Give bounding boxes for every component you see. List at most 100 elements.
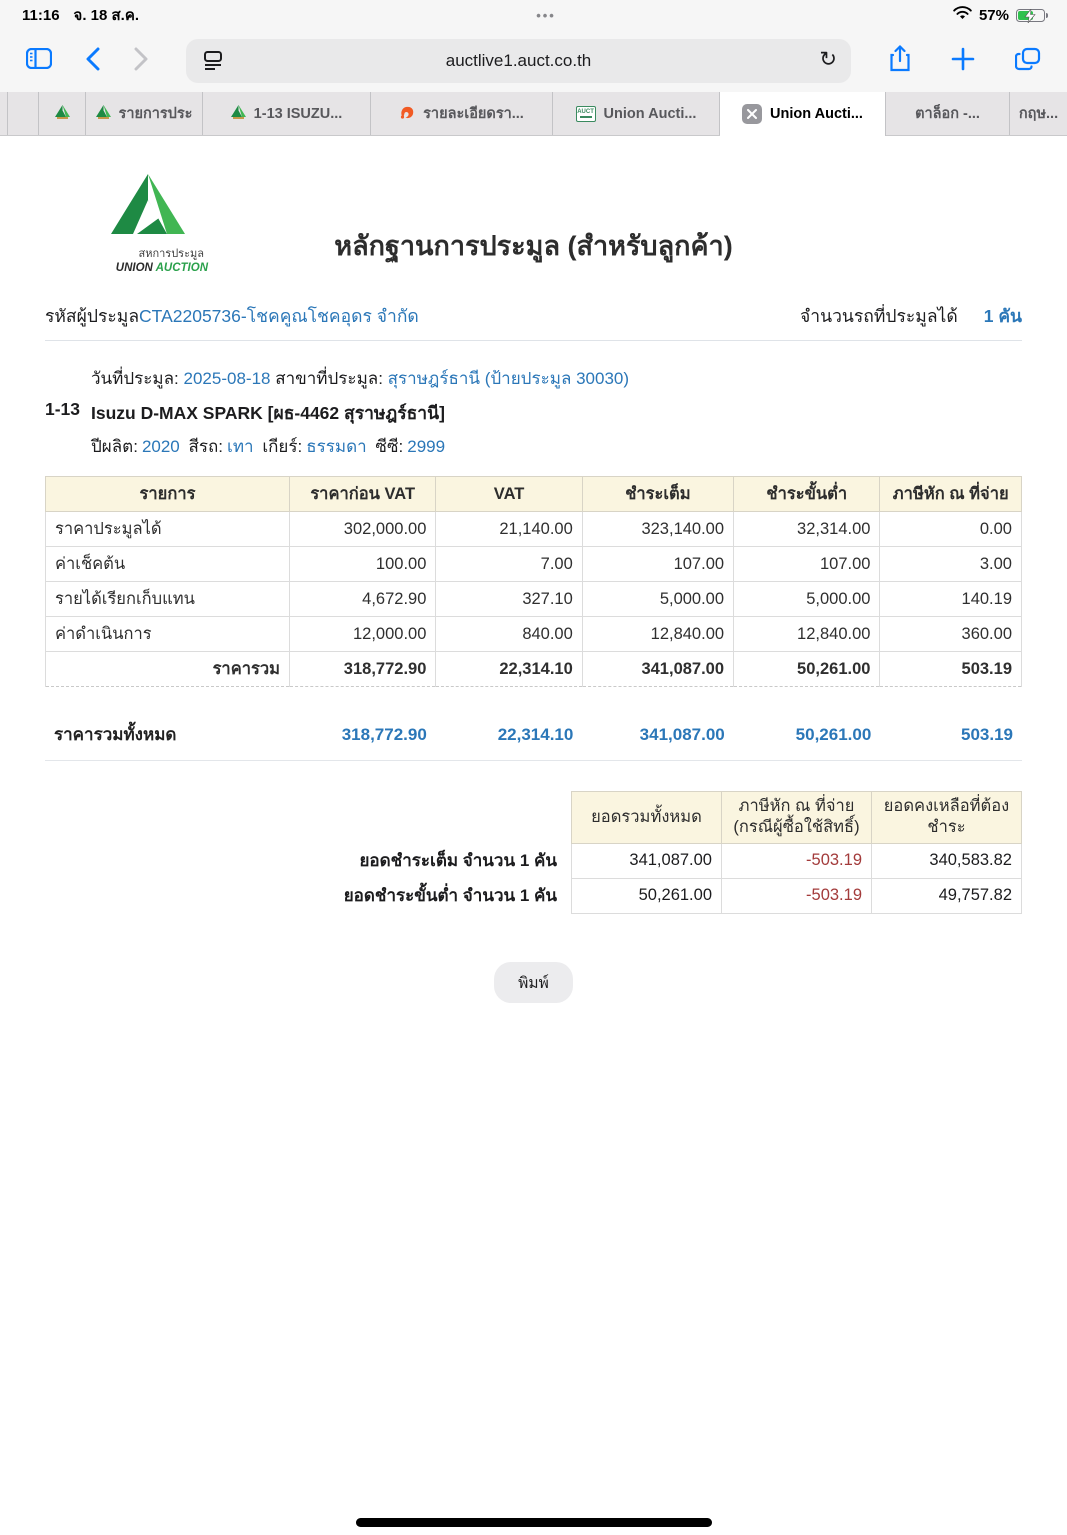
summary-cell-negative: -503.19	[721, 877, 872, 914]
cell: 12,840.00	[581, 616, 735, 652]
reader-view-icon[interactable]	[202, 50, 224, 77]
logo-thai-text: สหการประมูล	[138, 248, 204, 260]
cell: 107.00	[733, 546, 881, 582]
home-indicator[interactable]	[355, 1518, 712, 1527]
price-table: รายการ ราคาก่อน VAT VAT ชำระเต็ม ชำระขั้…	[45, 476, 1022, 687]
share-icon[interactable]	[889, 45, 911, 77]
cell: 503.19	[879, 651, 1022, 687]
tabs-overview-icon[interactable]	[1014, 47, 1041, 76]
payment-summary-table: ยอดรวมทั้งหมด ภาษีหัก ณ ที่จ่าย (กรณีผู้…	[272, 791, 1022, 914]
print-button[interactable]: พิมพ์	[494, 961, 573, 1003]
cell: 12,000.00	[288, 616, 437, 652]
tab-label: Union Aucti...	[603, 105, 697, 122]
safari-chrome: 11:16 จ. 18 ส.ค. ••• 57%	[0, 0, 1067, 136]
car-count-label: จำนวนรถที่ประมูลได้	[800, 306, 958, 326]
grand-total-value: 50,261.00	[733, 713, 881, 761]
union-auction-logo: สหการประมูล UNION AUCTION	[88, 172, 208, 274]
tab-union-auction-active[interactable]: Union Aucti...	[720, 92, 886, 136]
cell: 5,000.00	[581, 581, 735, 617]
tab-details[interactable]: รายละเอียดรา...	[371, 92, 553, 135]
spec-gear-value: ธรรมดา	[306, 437, 367, 456]
cell: 323,140.00	[581, 511, 735, 547]
tab-label: Union Aucti...	[770, 106, 863, 122]
url-text: auctlive1.auct.co.th	[445, 51, 592, 70]
tab-english[interactable]: กฤษ...	[1010, 92, 1067, 135]
branch-value: สุราษฎร์ธานี (ป้ายประมูล 30030)	[387, 369, 630, 388]
union-auction-favicon	[95, 104, 111, 123]
summary-cell-negative: -503.19	[721, 842, 872, 879]
cell: 3.00	[879, 546, 1022, 582]
status-bar: 11:16 จ. 18 ส.ค. ••• 57%	[0, 0, 1067, 30]
branch-label: สาขาที่ประมูล:	[275, 369, 383, 388]
browser-toolbar: auctlive1.auct.co.th ↻	[0, 30, 1067, 92]
lot-line: 1-13 Isuzu D-MAX SPARK [ผธ-4462 สุราษฎร์…	[45, 399, 1022, 427]
tab-label: รายการประ	[118, 106, 193, 122]
back-icon[interactable]	[86, 47, 100, 76]
spec-year-label: ปีผลิต:	[91, 437, 138, 456]
row-label: ค่าดำเนินการ	[45, 616, 290, 652]
cell: 50,261.00	[733, 651, 881, 687]
close-tab-icon[interactable]	[742, 104, 763, 124]
grand-total-row: ราคารวมทั้งหมด 318,772.90 22,314.10 341,…	[45, 713, 1022, 761]
forward-icon[interactable]	[134, 47, 148, 76]
cell: 21,140.00	[435, 511, 583, 547]
summary-col-header: ยอดคงเหลือที่ต้องชำระ	[871, 791, 1022, 844]
tab-icon-only[interactable]	[39, 92, 86, 135]
bidder-row: รหัสผู้ประมูลCTA2205736-โชคคูณโชคอุดร จำ…	[45, 302, 1022, 341]
battery-percent-label: 57%	[978, 6, 1009, 24]
cell: 7.00	[435, 546, 583, 582]
col-header: ภาษีหัก ณ ที่จ่าย	[879, 476, 1022, 512]
logo-triangle-icon	[111, 174, 185, 234]
tab-sliver-2[interactable]	[8, 92, 39, 135]
cell: 107.00	[581, 546, 735, 582]
bidder-label: รหัสผู้ประมูล	[45, 306, 140, 326]
summary-row-label: ยอดชำระเต็ม จำนวน 1 คัน	[359, 851, 557, 871]
summary-cell: 49,757.82	[871, 877, 1022, 914]
reload-icon[interactable]: ↻	[819, 48, 837, 71]
tab-label: กฤษ...	[1018, 106, 1059, 122]
cell: 100.00	[288, 546, 437, 582]
bidder-info: รหัสผู้ประมูลCTA2205736-โชคคูณโชคอุดร จำ…	[45, 302, 419, 330]
cell: 327.10	[435, 581, 583, 617]
tab-catalog[interactable]: ตาล็อก -...	[886, 92, 1010, 135]
tab-isuzu[interactable]: 1-13 ISUZU...	[203, 92, 371, 135]
tab-label: รายละเอียดรา...	[423, 106, 524, 122]
cell: 318,772.90	[288, 651, 437, 687]
date-label: วันที่ประมูล:	[91, 369, 179, 388]
summary-row-label: ยอดชำระขั้นต่ำ จำนวน 1 คัน	[343, 886, 557, 906]
sidebar-toggle-icon[interactable]	[25, 47, 53, 74]
tab-union-auction-inactive[interactable]: AUCT Union Aucti...	[553, 92, 720, 135]
summary-cell: 341,087.00	[571, 842, 722, 879]
page-title: หลักฐานการประมูล (สำหรับลูกค้า)	[334, 231, 733, 261]
cell: 22,314.10	[435, 651, 583, 687]
grand-total-value: 22,314.10	[435, 713, 583, 761]
row-label: รายได้เรียกเก็บแทน	[45, 581, 290, 617]
tab-label: 1-13 ISUZU...	[253, 105, 343, 122]
row-label: ราคาประมูลได้	[45, 511, 290, 547]
battery-icon	[1016, 8, 1048, 23]
table-row: ค่าเช็คต้น 100.00 7.00 107.00 107.00 3.0…	[45, 546, 1022, 582]
table-row: ราคาประมูลได้ 302,000.00 21,140.00 323,1…	[45, 511, 1022, 547]
col-header: ชำระขั้นต่ำ	[733, 476, 881, 512]
table-row: ค่าดำเนินการ 12,000.00 840.00 12,840.00 …	[45, 616, 1022, 652]
summary-col-header: ยอดรวมทั้งหมด	[571, 791, 722, 844]
col-header: รายการ	[45, 476, 290, 512]
address-bar[interactable]: auctlive1.auct.co.th ↻	[186, 39, 851, 83]
summary-col-header: ภาษีหัก ณ ที่จ่าย (กรณีผู้ซื้อใช้สิทธิ์)	[721, 791, 872, 844]
page-content: สหการประมูล UNION AUCTION หลักฐานการประม…	[0, 136, 1067, 1003]
tab-sliver-1[interactable]	[0, 92, 8, 135]
bidder-value: CTA2205736-โชคคูณโชคอุดร จำกัด	[139, 306, 419, 326]
summary-cell: 340,583.82	[871, 842, 1022, 879]
cell: 12,840.00	[733, 616, 881, 652]
car-count-value: 1 คัน	[983, 306, 1022, 326]
multitask-ellipsis-icon[interactable]: •••	[536, 7, 556, 23]
cell: 4,672.90	[288, 581, 437, 617]
vehicle-spec-line: ปีผลิต: 2020 สีรถ: เทา เกียร์: ธรรมดา ซีซี:…	[91, 433, 1022, 460]
col-header: ชำระเต็ม	[581, 476, 735, 512]
spec-color-label: สีรถ:	[188, 437, 224, 456]
page-header: สหการประมูล UNION AUCTION หลักฐานการประม…	[45, 172, 1022, 302]
new-tab-icon[interactable]	[951, 47, 975, 76]
grand-total-value: 318,772.90	[289, 713, 436, 761]
tab-auction-list[interactable]: รายการประ	[86, 92, 203, 135]
grand-total-value: 341,087.00	[582, 713, 734, 761]
